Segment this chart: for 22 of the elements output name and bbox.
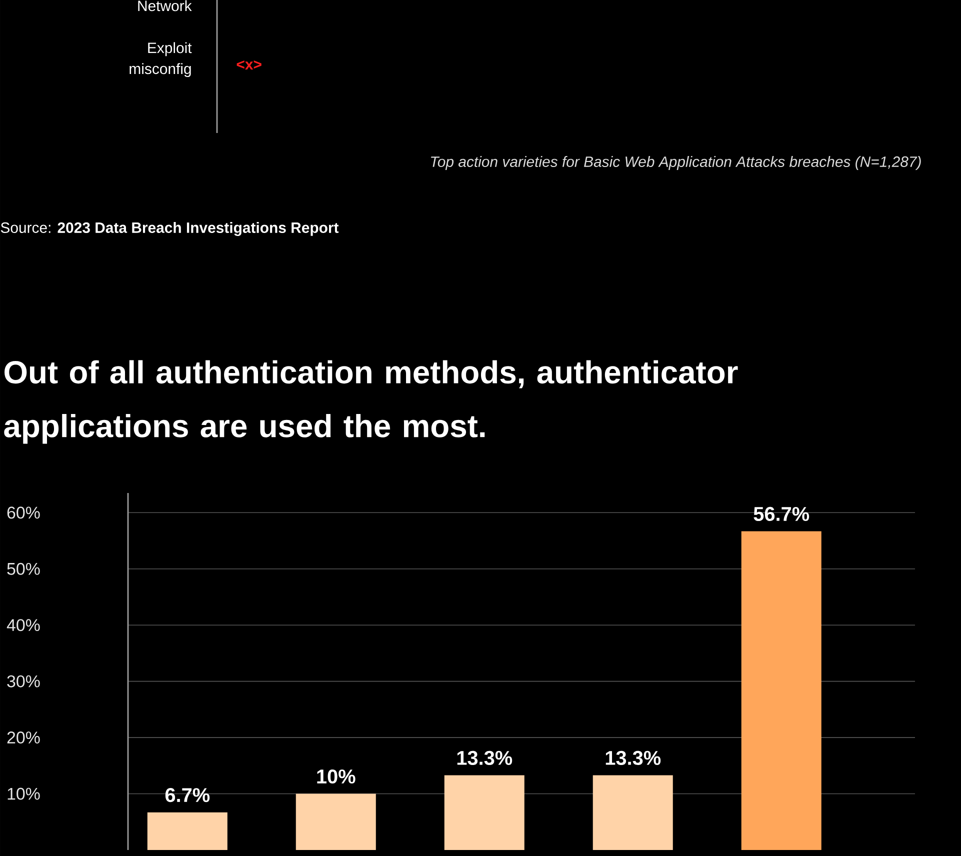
y-tick-label: 10%: [8, 788, 40, 800]
category-label: Network: [138, 0, 192, 12]
data-label: 6.7%: [165, 788, 210, 802]
category-label: Exploit misconfig: [130, 42, 192, 78]
source-note: Source: 2023 Data Breach Investigations Report: [0, 222, 339, 236]
y-tick-label: 50%: [7, 562, 40, 575]
bar: [296, 794, 376, 850]
text: Top action varieties for Basic Web Application Attacks breaches (N=1,287): [430, 156, 921, 170]
text: <x>: [236, 60, 262, 70]
bar: [147, 812, 228, 850]
bar: [444, 775, 524, 850]
data-label: 10%: [317, 769, 356, 784]
chart-title: Out of all authentication methods, authenticator applications are used the most.: [4, 360, 738, 444]
y-tick-label: 40%: [6, 619, 40, 632]
y-tick-label: 20%: [7, 732, 40, 744]
data-label: 13.3%: [457, 750, 512, 766]
data-label: 13.3%: [606, 750, 661, 766]
bar: [592, 775, 673, 850]
y-tick-label: 30%: [7, 675, 40, 688]
y-tick-label: 60%: [7, 506, 40, 519]
data-label: 56.7%: [754, 506, 810, 522]
bar: [741, 531, 822, 850]
